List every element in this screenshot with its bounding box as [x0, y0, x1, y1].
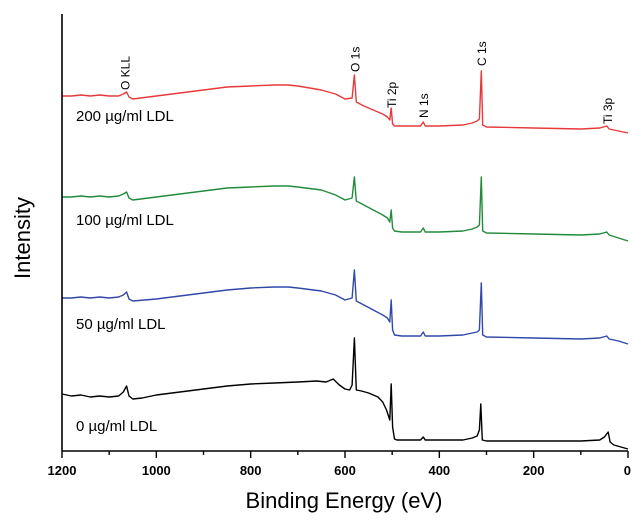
x-tick-label-0: 0 [624, 463, 631, 478]
peak-label-0: O KLL [119, 56, 133, 90]
x-tick-label-400: 400 [428, 463, 450, 478]
peak-label-3: N 1s [417, 93, 431, 118]
series-line-1 [62, 269, 629, 345]
series-label-2: 100 µg/ml LDL [76, 212, 174, 229]
series-line-0 [61, 337, 629, 450]
peak-labels: O KLL O 1s Ti 2p N 1s C 1s Ti 3p [119, 41, 616, 124]
plot-lines [61, 70, 629, 450]
peak-label-5: Ti 3p [601, 97, 615, 124]
axes [61, 14, 628, 452]
series-label-1: 50 µg/ml LDL [76, 316, 166, 333]
series-label-0: 0 µg/ml LDL [76, 418, 157, 435]
peak-label-1: O 1s [348, 47, 362, 72]
x-tick-label-800: 800 [240, 463, 262, 478]
x-tick-label-200: 200 [523, 463, 545, 478]
series-line-3 [62, 70, 629, 134]
x-tick-label-1200: 1200 [48, 463, 77, 478]
series-labels: 0 µg/ml LDL 50 µg/ml LDL 100 µg/ml LDL 200 … [76, 108, 174, 435]
x-tick-label-600: 600 [334, 463, 356, 478]
series-label-3: 200 µg/ml LDL [76, 108, 174, 125]
series-line-2 [62, 176, 629, 242]
y-axis-title: Intensity [10, 197, 35, 279]
x-ticks: 1200 1000 800 600 400 200 0 [48, 451, 631, 478]
peak-label-2: Ti 2p [385, 81, 399, 108]
peak-label-4: C 1s [475, 41, 489, 66]
x-tick-label-1000: 1000 [142, 463, 171, 478]
x-axis-title: Binding Energy (eV) [246, 488, 443, 513]
